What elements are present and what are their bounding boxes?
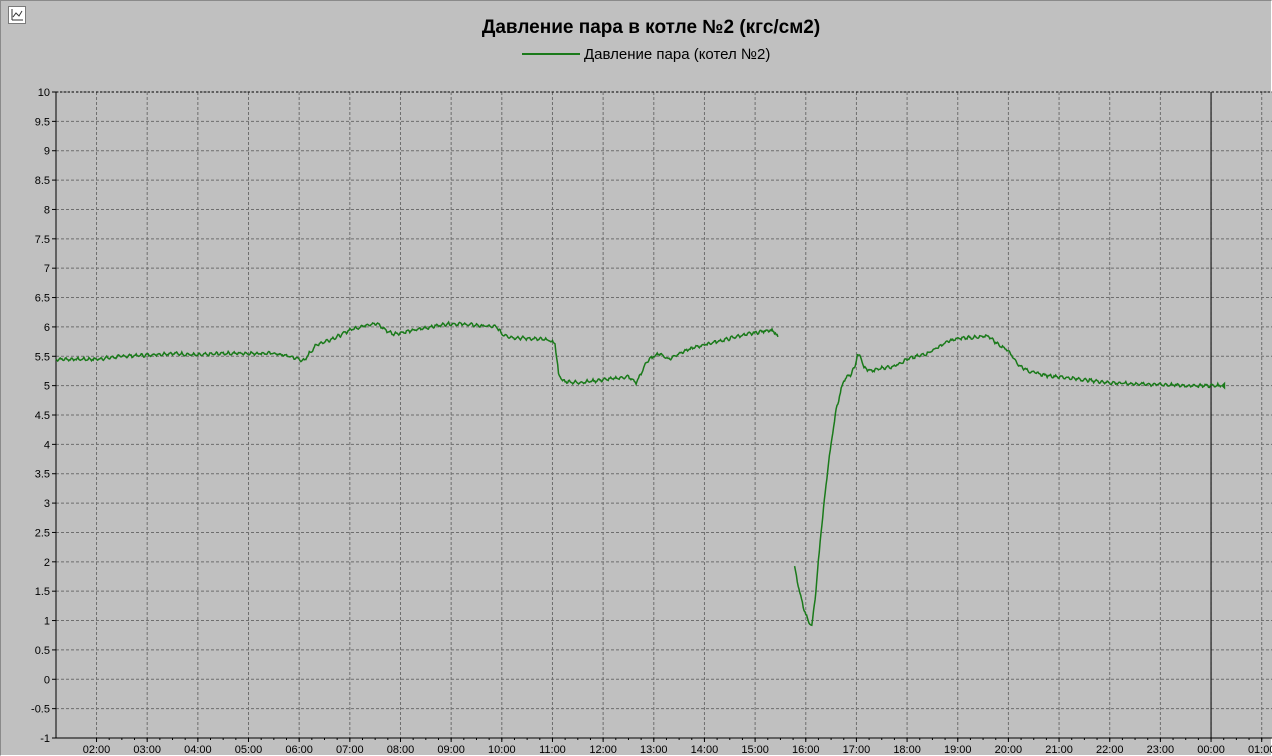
- y-tick-label: 7.5: [35, 234, 50, 246]
- x-tick-label: 16:00: [792, 744, 820, 756]
- y-tick-label: -1: [40, 733, 50, 745]
- x-tick-label: 07:00: [336, 744, 364, 756]
- x-tick-label: 14:00: [691, 744, 719, 756]
- y-tick-label: 3: [44, 498, 50, 510]
- x-tick-label: 06:00: [285, 744, 313, 756]
- legend-swatch: [522, 53, 580, 55]
- x-tick-label: 17:00: [843, 744, 871, 756]
- x-axis: 02:00 03:00 04:00 05:00 06:00 07:00 08:00 09:00…: [83, 738, 1272, 756]
- legend-label: Давление пара (котел №2): [584, 45, 771, 63]
- x-tick-label: 05:00: [235, 744, 263, 756]
- y-tick-label: 2.5: [35, 527, 50, 539]
- y-tick-label: 4: [44, 439, 50, 451]
- legend: Давление пара (котел №2): [522, 45, 770, 63]
- y-tick-label: 0.5: [35, 645, 50, 657]
- x-tick-label: 03:00: [133, 744, 161, 756]
- y-tick-label: 1: [44, 616, 50, 628]
- x-tick-label: 12:00: [589, 744, 617, 756]
- x-tick-label: 08:00: [387, 744, 415, 756]
- y-tick-label: 5: [44, 381, 50, 393]
- y-tick-label: 4.5: [35, 410, 50, 422]
- chart-settings-icon-glyph: [11, 9, 23, 21]
- chart-settings-icon[interactable]: [8, 6, 26, 24]
- y-tick-label: -0.5: [31, 704, 50, 716]
- x-tick-label: 04:00: [184, 744, 212, 756]
- y-tick-label: 9.5: [35, 116, 50, 128]
- y-tick-label: 6: [44, 322, 50, 334]
- x-tick-label: 00:00: [1197, 744, 1225, 756]
- x-tick-label: 18:00: [893, 744, 921, 756]
- x-tick-label: 11:00: [539, 744, 566, 756]
- x-tick-label: 09:00: [437, 744, 465, 756]
- x-tick-label: 21:00: [1045, 744, 1073, 756]
- series-end-marker: [1221, 381, 1226, 390]
- x-tick-label: 10:00: [488, 744, 516, 756]
- x-tick-label: 19:00: [944, 744, 972, 756]
- y-tick-label: 6.5: [35, 293, 50, 305]
- y-tick-label: 8.5: [35, 175, 50, 187]
- series-line-segment: [55, 320, 779, 387]
- y-tick-label: 10: [38, 87, 50, 99]
- x-tick-label: 15:00: [741, 744, 769, 756]
- x-tick-label: 13:00: [640, 744, 668, 756]
- x-tick-label: 23:00: [1147, 744, 1175, 756]
- y-tick-label: 9: [44, 146, 50, 158]
- y-tick-label: 1.5: [35, 586, 50, 598]
- series-layer: [55, 320, 1226, 627]
- y-tick-label: 5.5: [35, 351, 50, 363]
- series-line-segment: [793, 334, 1222, 627]
- y-tick-label: 7: [44, 263, 50, 275]
- y-tick-label: 0: [44, 674, 50, 686]
- chart-title: Давление пара в котле №2 (кгс/см2): [481, 17, 821, 38]
- y-axis: 10 9.5 9 8.5 8 7.5 7 6.5 6 5.5 5 4.5 4 3.5 3 2.5 2 1.5 1 0.…: [31, 87, 56, 745]
- x-tick-label: 02:00: [83, 744, 111, 756]
- x-tick-label: 01:00: [1248, 744, 1272, 756]
- x-tick-label: 22:00: [1096, 744, 1124, 756]
- y-tick-label: 3.5: [35, 469, 50, 481]
- y-tick-label: 2: [44, 557, 50, 569]
- y-tick-label: 8: [44, 204, 50, 216]
- x-tick-label: 20:00: [995, 744, 1023, 756]
